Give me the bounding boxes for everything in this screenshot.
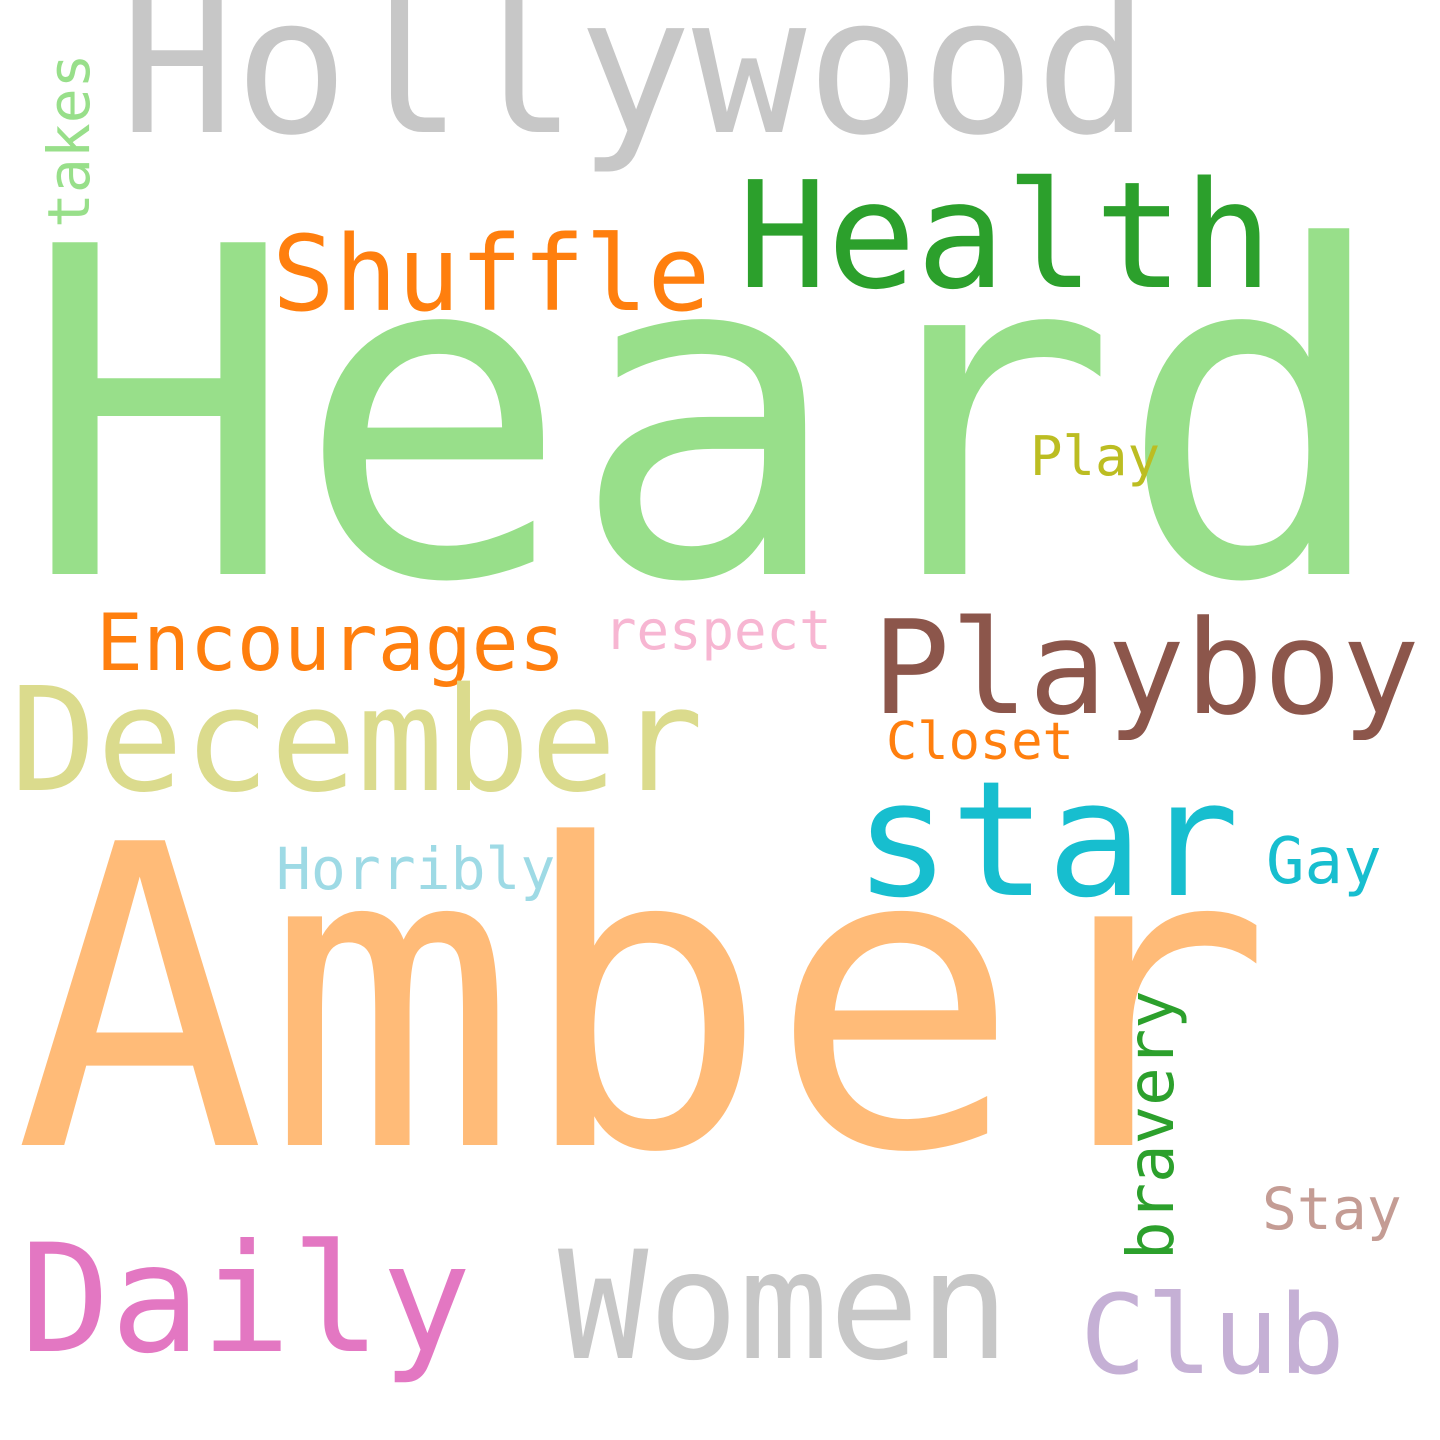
word-health: Health — [738, 150, 1273, 322]
word-hollywood: Hollywood — [120, 0, 1150, 177]
word-closet: Closet — [886, 712, 1074, 772]
word-stay: Stay — [1262, 1175, 1402, 1243]
word-play: Play — [1030, 425, 1161, 488]
word-star: star — [854, 746, 1240, 933]
word-amber: Amber — [14, 757, 1273, 1244]
word-bravery: bravery — [1115, 990, 1189, 1260]
word-club: Club — [1080, 1271, 1345, 1399]
word-heard: Heard — [22, 153, 1392, 682]
word-daily: Daily — [20, 1213, 472, 1387]
word-women: Women — [558, 1220, 1010, 1394]
word-december: December — [10, 656, 704, 824]
word-playboy: Playboy — [872, 592, 1420, 744]
word-encourages: Encourages — [96, 599, 566, 689]
word-respect: respect — [604, 599, 832, 662]
word-gay: Gay — [1266, 825, 1382, 899]
word-shuffle: Shuffle — [272, 213, 711, 335]
word-horribly: Horribly — [276, 835, 556, 903]
word-takes: takes — [35, 53, 103, 228]
